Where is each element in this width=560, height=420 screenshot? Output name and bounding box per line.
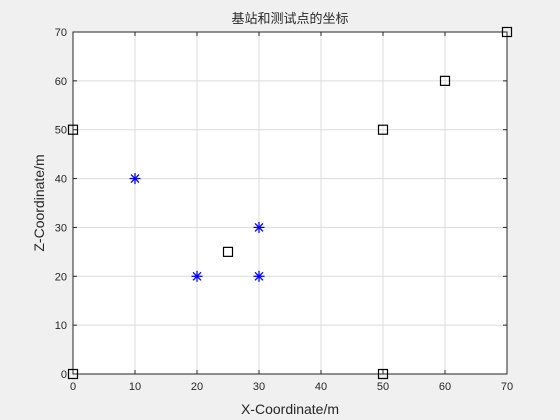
y-tick-label: 30 (55, 222, 67, 234)
y-tick-label: 40 (55, 174, 67, 186)
square-point (67, 124, 79, 135)
y-tick-label: 20 (55, 271, 67, 283)
square-point (222, 246, 234, 257)
asterisk-point (191, 270, 203, 282)
grid (73, 32, 507, 374)
asterisk-point (129, 173, 141, 185)
square-point (501, 26, 513, 38)
y-tick-label: 50 (55, 125, 67, 137)
square-point (377, 124, 389, 135)
ticks: 0 10 20 30 40 50 60 70 0 10 20 30 40 50 60 70 (55, 27, 513, 393)
x-tick-label: 20 (191, 381, 203, 393)
square-point (439, 75, 451, 86)
x-tick-label: 40 (315, 381, 327, 393)
data-marks (67, 26, 513, 380)
square-point (377, 368, 389, 380)
x-tick-label: 70 (501, 381, 513, 393)
plot-area (73, 32, 507, 374)
y-tick-label: 60 (55, 76, 67, 88)
y-tick-label: 70 (55, 27, 67, 39)
x-axis-label: X-Coordinate/m (241, 401, 339, 417)
axes-box (72, 31, 508, 375)
square-point (67, 368, 79, 380)
x-tick-label: 50 (377, 381, 389, 393)
x-tick-label: 30 (253, 381, 265, 393)
y-axis-label: Z-Coordinate/m (31, 154, 47, 251)
x-tick-label: 0 (70, 381, 76, 393)
y-tick-label: 10 (55, 320, 67, 332)
x-tick-label: 10 (129, 381, 141, 393)
x-tick-label: 60 (439, 381, 451, 393)
chart-title: 基站和测试点的坐标 (231, 11, 348, 27)
asterisk-point (253, 221, 265, 233)
y-tick-label: 0 (61, 369, 67, 381)
asterisk-point (253, 270, 265, 282)
